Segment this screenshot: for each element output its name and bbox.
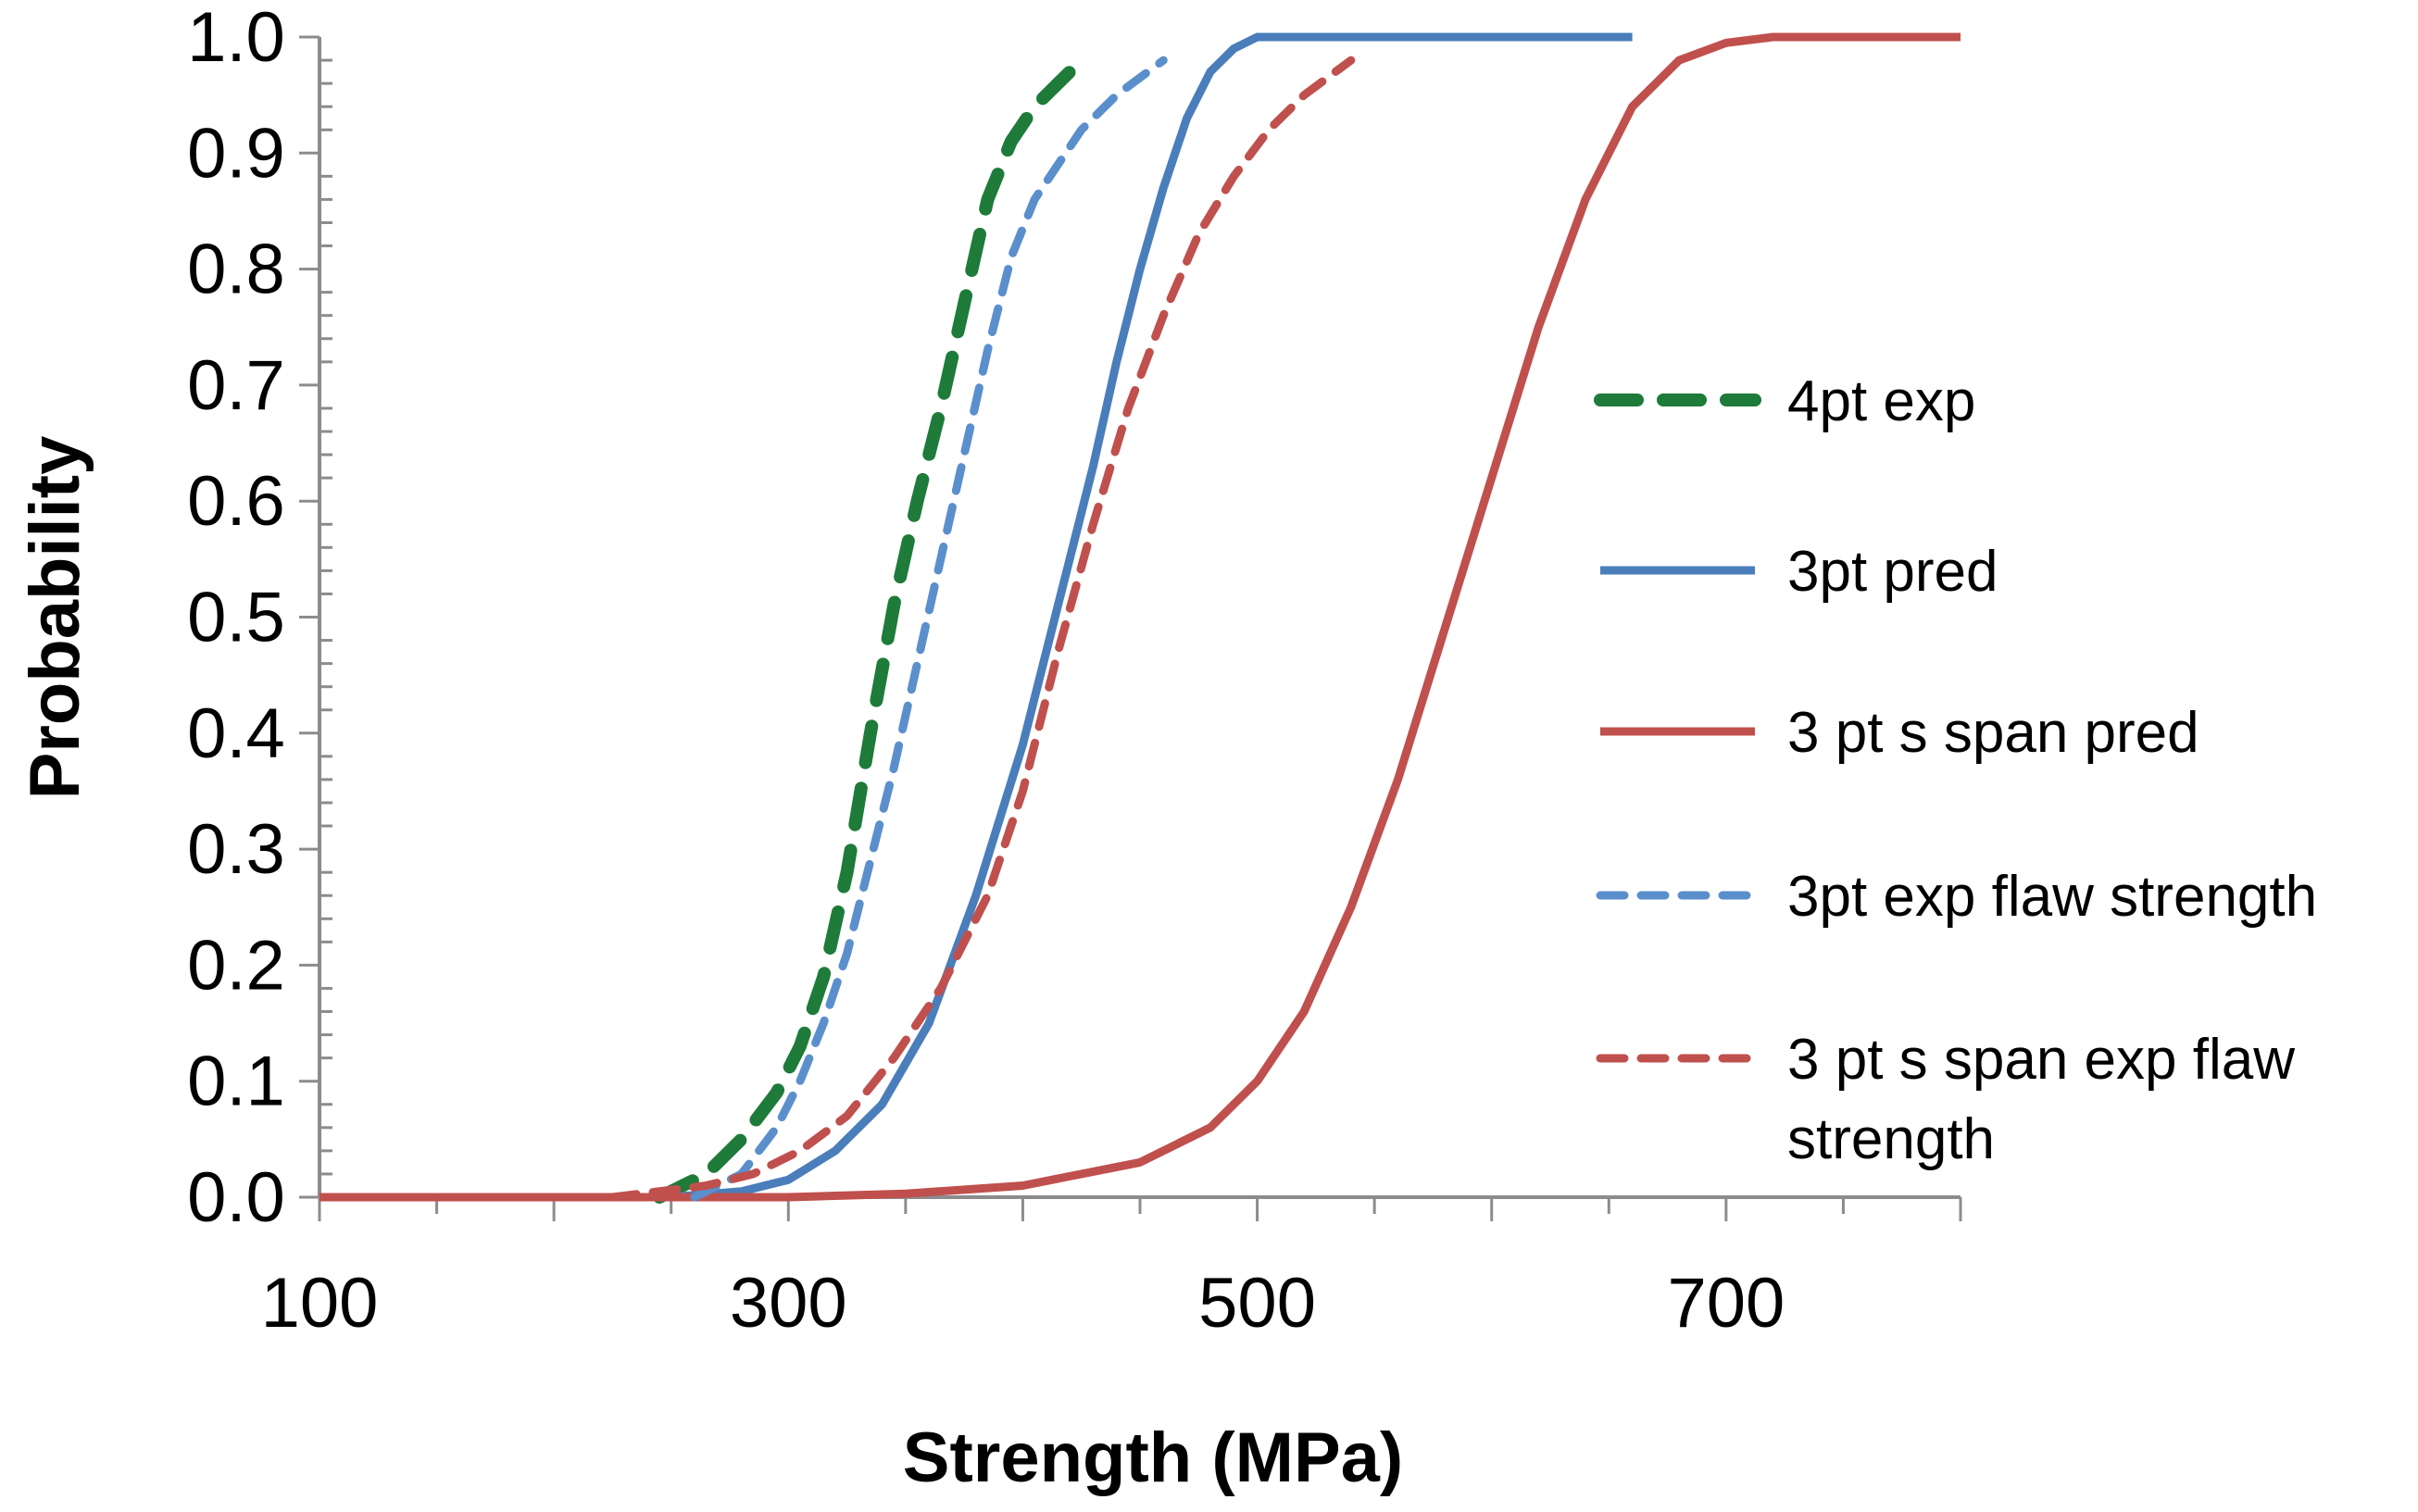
y-tick-label: 0.9	[187, 114, 285, 193]
x-tick-label: 700	[1667, 1264, 1785, 1343]
y-tick-label: 0.7	[187, 346, 285, 425]
x-tick-label: 300	[730, 1264, 847, 1343]
series-line-3-pt-s-span-exp-flaw-strength	[608, 56, 1356, 1202]
data-series	[319, 32, 1961, 1204]
y-tick-label: 0.1	[187, 1043, 285, 1121]
series-line-3pt-pred	[319, 32, 1633, 1202]
x-tick-label: 500	[1198, 1264, 1316, 1343]
y-tick-labels: 0.0 0.1 0.2 0.3 0.4 0.5 0.6 0.7 0.8 0.9 1.0	[187, 0, 285, 1237]
legend: 4pt exp 3pt pred 3 pt s span pred 3pt exp f…	[1594, 369, 2317, 1171]
legend-label: 3pt exp flaw strength	[1787, 865, 2317, 929]
legend-label: 4pt exp	[1787, 369, 1975, 433]
y-axis-ticks	[299, 35, 332, 1199]
y-tick-label: 0.4	[187, 694, 285, 773]
x-axis-title: Strength (MPa)	[903, 1418, 1403, 1497]
y-axis-title: Probability	[16, 436, 94, 800]
y-tick-label: 0.6	[187, 462, 285, 541]
x-tick-labels: 100 300 500 700	[261, 1264, 1785, 1343]
series-line-3-pt-s-span-pred	[319, 32, 1961, 1202]
y-tick-label: 1.0	[187, 0, 285, 77]
y-tick-label: 0.8	[187, 231, 285, 309]
y-tick-label: 0.2	[187, 926, 285, 1005]
legend-label: 3pt pred	[1787, 540, 1998, 604]
series-line-3pt-exp-flaw-strength	[690, 56, 1168, 1202]
x-tick-label: 100	[261, 1264, 379, 1343]
y-tick-label: 0.3	[187, 810, 285, 889]
y-tick-label: 0.5	[187, 579, 285, 657]
series-line-4pt-exp	[653, 65, 1077, 1204]
legend-label-line2: strength	[1787, 1107, 1995, 1171]
legend-label: 3 pt s span pred	[1787, 701, 2199, 765]
legend-label: 3 pt s span exp flaw	[1787, 1028, 2295, 1092]
y-tick-label: 0.0	[187, 1158, 285, 1237]
